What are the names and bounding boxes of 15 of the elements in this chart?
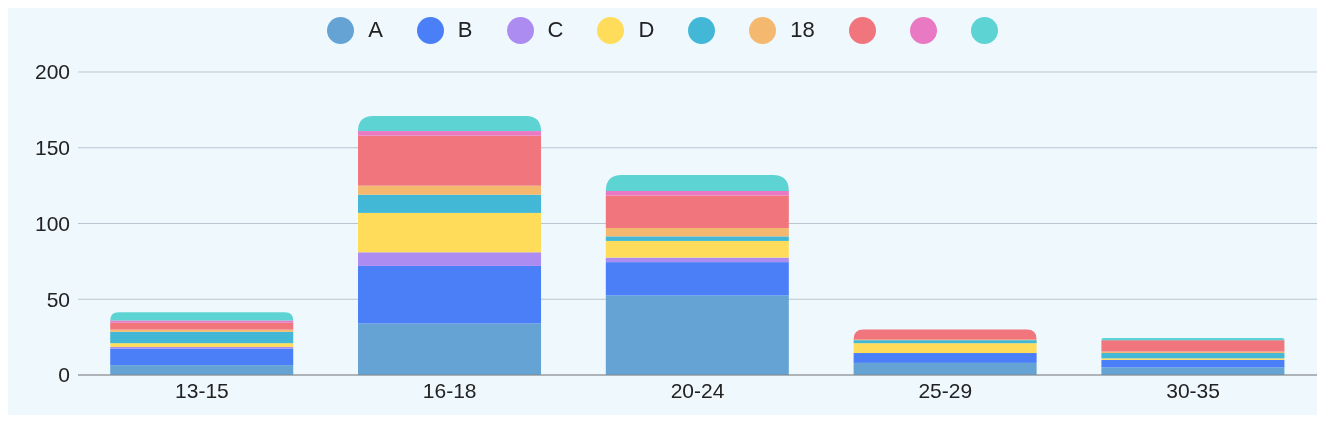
legend-label: A: [368, 17, 383, 43]
y-tick-label: 150: [34, 136, 70, 160]
x-tick-label: 25-29: [918, 378, 973, 402]
x-tick-label: 20-24: [670, 378, 725, 402]
y-tick-label: 50: [46, 287, 70, 311]
legend-label: D: [638, 17, 655, 43]
legend-label: 18: [790, 17, 815, 43]
x-tick-label: 13-15: [175, 378, 229, 402]
x-tick-label: 16-18: [422, 378, 477, 402]
y-tick-label: 100: [34, 211, 70, 235]
y-tick-label: 200: [34, 60, 70, 84]
legend-label: B: [457, 17, 473, 43]
y-tick-label: 0: [58, 363, 70, 387]
legend-label: C: [547, 17, 564, 43]
x-tick-label: 30-35: [1166, 378, 1220, 402]
